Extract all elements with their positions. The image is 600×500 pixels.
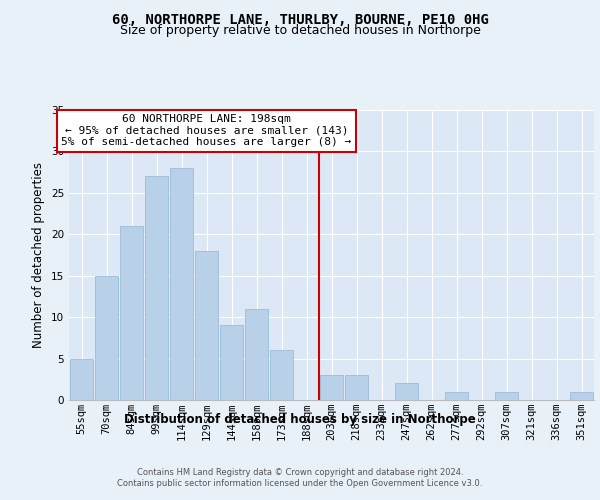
Bar [345,375,368,400]
Bar [220,326,243,400]
Text: Size of property relative to detached houses in Northorpe: Size of property relative to detached ho… [119,24,481,37]
Y-axis label: Number of detached properties: Number of detached properties [32,162,46,348]
Bar [395,384,418,400]
Bar [495,392,518,400]
Text: Contains HM Land Registry data © Crown copyright and database right 2024.
Contai: Contains HM Land Registry data © Crown c… [118,468,482,487]
Bar [120,226,143,400]
Bar [95,276,118,400]
Bar [70,358,93,400]
Bar [320,375,343,400]
Text: Distribution of detached houses by size in Northorpe: Distribution of detached houses by size … [124,412,476,426]
Bar [445,392,468,400]
Bar [245,309,268,400]
Bar [170,168,193,400]
Text: 60, NORTHORPE LANE, THURLBY, BOURNE, PE10 0HG: 60, NORTHORPE LANE, THURLBY, BOURNE, PE1… [112,12,488,26]
Text: 60 NORTHORPE LANE: 198sqm
← 95% of detached houses are smaller (143)
5% of semi-: 60 NORTHORPE LANE: 198sqm ← 95% of detac… [61,114,352,148]
Bar [195,251,218,400]
Bar [270,350,293,400]
Bar [570,392,593,400]
Bar [145,176,168,400]
